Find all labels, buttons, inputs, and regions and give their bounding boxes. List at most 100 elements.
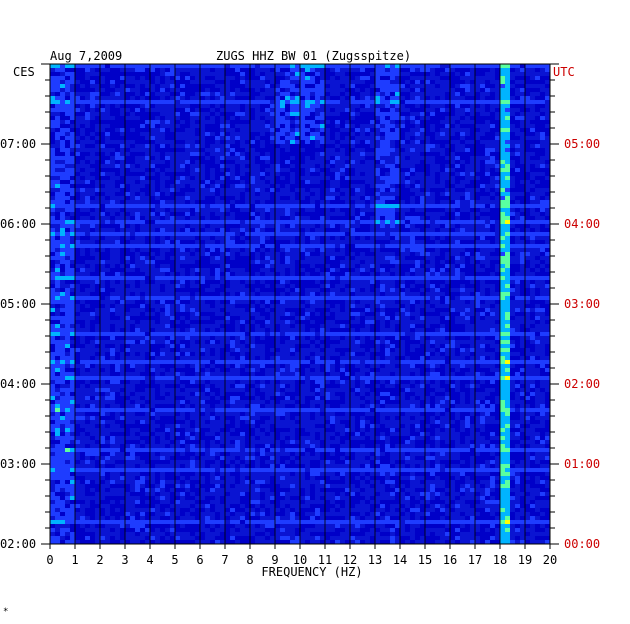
spectrogram-cell (415, 180, 420, 184)
spectrogram-cell (190, 204, 195, 208)
spectrogram-cell (160, 192, 165, 196)
spectrogram-cell (515, 368, 520, 372)
spectrogram-cell (500, 328, 505, 332)
spectrogram-cell (195, 144, 200, 148)
spectrogram-cell (315, 232, 320, 236)
spectrogram-cell (400, 128, 405, 132)
spectrogram-cell (120, 348, 125, 352)
spectrogram-cell (270, 276, 275, 280)
spectrogram-cell (230, 208, 235, 212)
spectrogram-cell (270, 260, 275, 264)
spectrogram-cell (130, 156, 135, 160)
spectrogram-cell (335, 216, 340, 220)
spectrogram-cell (290, 88, 295, 92)
spectrogram-cell (265, 264, 270, 268)
spectrogram-cell (480, 356, 485, 360)
spectrogram-cell (545, 64, 550, 68)
spectrogram-cell (405, 284, 410, 288)
spectrogram-cell (475, 276, 480, 280)
spectrogram-cell (535, 184, 540, 188)
spectrogram-cell (480, 332, 485, 336)
spectrogram-cell (430, 208, 435, 212)
spectrogram-cell (405, 296, 410, 300)
spectrogram-cell (340, 200, 345, 204)
spectrogram-cell (365, 112, 370, 116)
spectrogram-cell (445, 388, 450, 392)
spectrogram-cell (270, 228, 275, 232)
spectrogram-cell (155, 148, 160, 152)
spectrogram-cell (515, 144, 520, 148)
spectrogram-cell (440, 124, 445, 128)
spectrogram-cell (505, 116, 510, 120)
spectrogram-cell (290, 288, 295, 292)
spectrogram-cell (265, 244, 270, 248)
spectrogram-cell (490, 328, 495, 332)
spectrogram-cell (235, 112, 240, 116)
spectrogram-cell (130, 124, 135, 128)
spectrogram-cell (200, 296, 205, 300)
spectrogram-cell (205, 128, 210, 132)
spectrogram-cell (380, 64, 385, 68)
spectrogram-cell (280, 296, 285, 300)
spectrogram-cell (295, 100, 300, 104)
spectrogram-cell (380, 84, 385, 88)
spectrogram-cell (420, 72, 425, 76)
spectrogram-cell (195, 120, 200, 124)
spectrogram-cell (475, 260, 480, 264)
spectrogram-cell (500, 68, 505, 72)
spectrogram-cell (115, 368, 120, 372)
spectrogram-cell (515, 296, 520, 300)
spectrogram-cell (325, 376, 330, 380)
spectrogram-cell (355, 96, 360, 100)
spectrogram-cell (455, 284, 460, 288)
spectrogram-cell (220, 220, 225, 224)
spectrogram-cell (265, 220, 270, 224)
spectrogram-cell (255, 76, 260, 80)
spectrogram-cell (125, 352, 130, 356)
spectrogram-cell (445, 248, 450, 252)
spectrogram-cell (500, 248, 505, 252)
spectrogram-cell (320, 236, 325, 240)
spectrogram-cell (355, 180, 360, 184)
spectrogram-cell (345, 108, 350, 112)
spectrogram-cell (255, 144, 260, 148)
spectrogram-cell (125, 188, 130, 192)
spectrogram-cell (290, 392, 295, 396)
spectrogram-cell (540, 168, 545, 172)
spectrogram-cell (485, 396, 490, 400)
spectrogram-cell (375, 284, 380, 288)
spectrogram-cell (430, 248, 435, 252)
spectrogram-cell (460, 228, 465, 232)
spectrogram-cell (120, 136, 125, 140)
spectrogram-cell (365, 276, 370, 280)
spectrogram-cell (100, 376, 105, 380)
spectrogram-cell (505, 244, 510, 248)
spectrogram-cell (145, 352, 150, 356)
spectrogram-cell (290, 280, 295, 284)
spectrogram-cell (175, 288, 180, 292)
spectrogram-cell (385, 268, 390, 272)
spectrogram-cell (410, 324, 415, 328)
spectrogram-cell (185, 360, 190, 364)
spectrogram-cell (475, 148, 480, 152)
spectrogram-cell (315, 356, 320, 360)
spectrogram-cell (495, 152, 500, 156)
spectrogram-cell (275, 128, 280, 132)
spectrogram-cell (300, 84, 305, 88)
spectrogram-cell (285, 332, 290, 336)
spectrogram-cell (525, 220, 530, 224)
spectrogram-cell (270, 268, 275, 272)
spectrogram-cell (225, 396, 230, 400)
spectrogram-cell (520, 76, 525, 80)
spectrogram-cell (320, 332, 325, 336)
spectrogram-cell (160, 300, 165, 304)
spectrogram-cell (150, 372, 155, 376)
spectrogram-cell (240, 396, 245, 400)
spectrogram-cell (190, 84, 195, 88)
spectrogram-cell (395, 260, 400, 264)
spectrogram-cell (165, 236, 170, 240)
spectrogram-cell (240, 120, 245, 124)
spectrogram-cell (330, 120, 335, 124)
spectrogram-cell (230, 324, 235, 328)
spectrogram-cell (505, 360, 510, 364)
